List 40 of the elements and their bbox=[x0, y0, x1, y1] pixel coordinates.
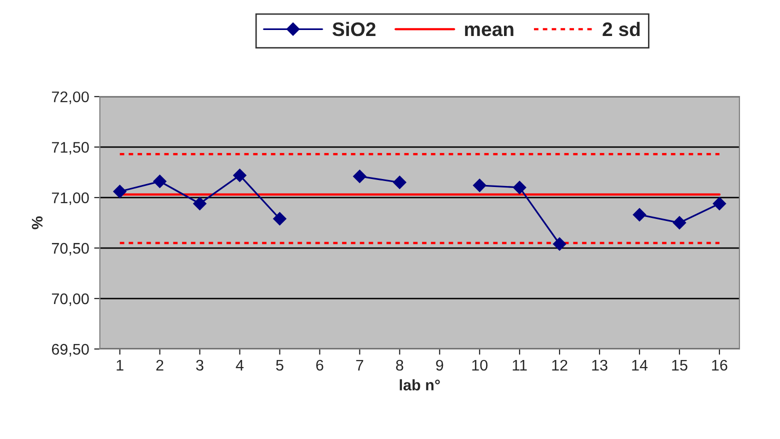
y-tick-label: 72,00 bbox=[52, 91, 89, 104]
point bbox=[273, 212, 286, 226]
point bbox=[393, 176, 406, 189]
point bbox=[712, 197, 726, 210]
point bbox=[233, 168, 246, 182]
y-axis-title: % bbox=[32, 216, 43, 230]
point bbox=[153, 174, 166, 188]
x-tick-label: 16 bbox=[712, 360, 728, 371]
point bbox=[113, 184, 126, 198]
x-tick-label: 11 bbox=[512, 360, 527, 370]
point bbox=[672, 216, 686, 230]
x-tick-label: 3 bbox=[196, 360, 204, 371]
y-tick-label: 70,50 bbox=[52, 242, 89, 256]
point bbox=[552, 237, 566, 251]
x-tick-label: 9 bbox=[436, 360, 444, 371]
x-tick-label: 8 bbox=[396, 360, 404, 371]
y-tick-label: 70,00 bbox=[52, 293, 89, 306]
x-tick-label: 1 bbox=[116, 360, 124, 370]
point bbox=[193, 197, 206, 210]
point bbox=[353, 170, 366, 183]
x-axis-title: lab n° bbox=[400, 379, 440, 390]
x-tick-label: 5 bbox=[276, 360, 284, 371]
x-tick-label: 2 bbox=[156, 360, 164, 370]
y-tick-label: 69,50 bbox=[52, 344, 89, 356]
point bbox=[473, 178, 486, 192]
point bbox=[632, 208, 646, 222]
x-tick-label: 7 bbox=[356, 360, 364, 370]
y-tick-label: 71,00 bbox=[52, 192, 89, 206]
point bbox=[512, 180, 526, 194]
x-tick-label: 14 bbox=[632, 360, 648, 370]
x-tick-label: 6 bbox=[316, 360, 324, 371]
y-tick-label: 71,50 bbox=[52, 142, 89, 155]
legend-label: 2 sd bbox=[602, 22, 640, 36]
x-tick-label: 13 bbox=[592, 360, 608, 371]
x-tick-label: 10 bbox=[472, 360, 488, 371]
x-tick-label: 15 bbox=[672, 360, 688, 371]
x-tick-label: 12 bbox=[552, 360, 568, 370]
x-tick-label: 4 bbox=[236, 360, 244, 370]
legend-label: mean bbox=[465, 26, 514, 36]
legend-label: SiO2 bbox=[332, 22, 376, 36]
